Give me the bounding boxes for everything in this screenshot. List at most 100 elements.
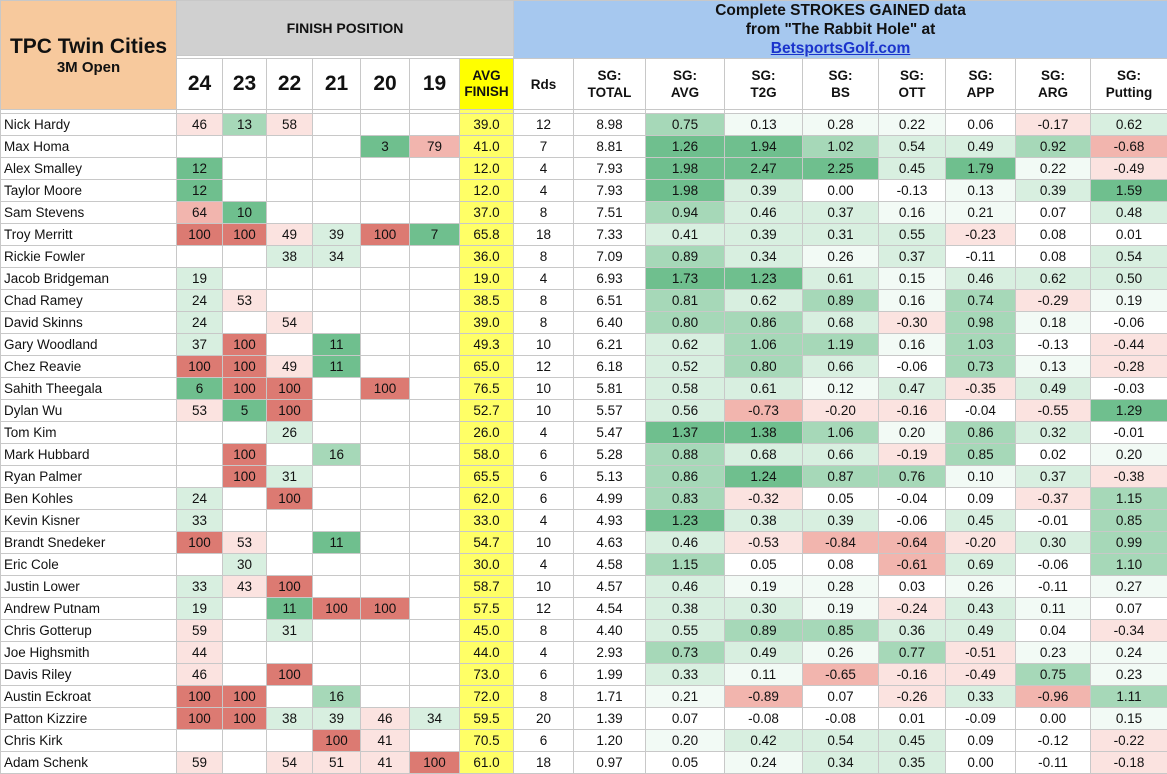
finish-cell [223,312,267,334]
rounds: 6 [514,730,574,752]
sg-value: 4.40 [574,620,646,642]
sg-value: 0.27 [1091,576,1167,598]
finish-cell: 100 [223,686,267,708]
sg-value: 0.36 [879,620,946,642]
finish-cell [313,510,361,532]
finish-cell [267,136,313,158]
finish-cell [410,202,460,224]
finish-cell: 100 [267,664,313,686]
finish-cell [223,488,267,510]
sg-value: 7.93 [574,180,646,202]
sg-value: -0.11 [1016,752,1091,774]
sg-value: 0.34 [725,246,803,268]
rounds: 4 [514,268,574,290]
player-name: Tom Kim [1,422,177,444]
finish-cell [177,136,223,158]
finish-cell [361,488,410,510]
sg-value: 0.50 [1091,268,1167,290]
finish-cell: 100 [177,356,223,378]
sg-label: Putting [1091,84,1167,101]
sg-value: 0.19 [1091,290,1167,312]
finish-cell: 58 [267,114,313,136]
rounds: 8 [514,246,574,268]
finish-cell [313,290,361,312]
sg-value: 0.11 [725,664,803,686]
sg-value: 6.21 [574,334,646,356]
sg-value: 0.18 [1016,312,1091,334]
rounds: 8 [514,686,574,708]
finish-cell [361,510,410,532]
finish-cell [361,290,410,312]
rounds: 4 [514,422,574,444]
player-name: Davis Riley [1,664,177,686]
finish-cell [410,290,460,312]
finish-cell: 100 [267,378,313,400]
finish-cell: 51 [313,752,361,774]
finish-cell [313,158,361,180]
sg-value: 0.80 [725,356,803,378]
avg-finish: 70.5 [460,730,514,752]
sg-value: 5.47 [574,422,646,444]
sg-value: 0.86 [946,422,1016,444]
rounds: 6 [514,488,574,510]
sg-value: 7.93 [574,158,646,180]
year-header-22: 22 [267,59,313,110]
finish-cell: 100 [177,708,223,730]
year-header-24: 24 [177,59,223,110]
avg-finish: 52.7 [460,400,514,422]
sg-value: -0.19 [879,444,946,466]
course-title: TPC Twin Cities [1,35,176,59]
rounds: 7 [514,136,574,158]
finish-cell: 100 [223,444,267,466]
sg-value: 0.03 [879,576,946,598]
sg-value: -0.22 [1091,730,1167,752]
finish-cell [223,180,267,202]
sg-value: -0.44 [1091,334,1167,356]
sg-column-header: SG:AVG [646,59,725,110]
sg-value: 0.89 [803,290,879,312]
rounds: 10 [514,532,574,554]
finish-cell [410,180,460,202]
sg-value: 1.38 [725,422,803,444]
sg-value: 4.58 [574,554,646,576]
year-header-21: 21 [313,59,361,110]
finish-cell [313,664,361,686]
finish-cell: 31 [267,466,313,488]
sg-value: 0.86 [725,312,803,334]
avg-finish: 36.0 [460,246,514,268]
sg-value: 0.26 [946,576,1016,598]
sg-value: 1.94 [725,136,803,158]
sg-value: 0.13 [946,180,1016,202]
sg-value: 2.93 [574,642,646,664]
finish-cell [410,620,460,642]
finish-cell [267,180,313,202]
sg-value: -0.64 [879,532,946,554]
sg-value: 0.05 [803,488,879,510]
avg-finish: 26.0 [460,422,514,444]
finish-cell: 12 [177,180,223,202]
player-name: Adam Schenk [1,752,177,774]
sg-value: 1.20 [574,730,646,752]
sg-value: 0.61 [725,378,803,400]
sg-value: 0.46 [646,532,725,554]
source-link[interactable]: BetsportsGolf.com [514,39,1167,58]
sg-value: 0.98 [946,312,1016,334]
player-name: Gary Woodland [1,334,177,356]
sg-value: 1.29 [1091,400,1167,422]
finish-cell [361,532,410,554]
finish-cell: 64 [177,202,223,224]
finish-cell: 12 [177,158,223,180]
sg-value: 0.99 [1091,532,1167,554]
avg-header-line2: FINISH [464,84,508,99]
sg-value: 0.62 [1091,114,1167,136]
sg-value: 0.07 [803,686,879,708]
rounds: 8 [514,202,574,224]
sg-value: 0.26 [803,246,879,268]
player-name: Alex Smalley [1,158,177,180]
finish-cell [361,356,410,378]
avg-finish: 54.7 [460,532,514,554]
